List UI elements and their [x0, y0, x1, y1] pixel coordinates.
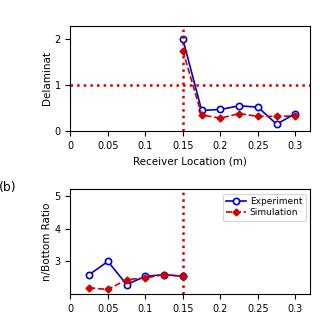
Y-axis label: n/Bottom Ratio: n/Bottom Ratio	[42, 203, 52, 281]
X-axis label: Receiver Location (m): Receiver Location (m)	[133, 156, 247, 166]
Y-axis label: Delaminat: Delaminat	[42, 51, 52, 105]
Simulation	[181, 274, 185, 278]
Simulation	[87, 286, 91, 290]
Experiment	[125, 283, 129, 286]
Line: Simulation: Simulation	[87, 272, 185, 292]
Line: Experiment: Experiment	[86, 258, 186, 288]
Experiment	[106, 260, 110, 263]
Text: (b): (b)	[0, 180, 16, 194]
Legend: Experiment, Simulation: Experiment, Simulation	[223, 194, 306, 221]
Simulation	[143, 276, 147, 280]
Simulation	[106, 288, 110, 292]
Simulation	[162, 273, 166, 276]
Experiment	[143, 274, 147, 278]
Simulation	[125, 278, 129, 282]
Experiment	[162, 273, 166, 276]
Experiment	[87, 273, 91, 276]
Experiment	[181, 274, 185, 278]
